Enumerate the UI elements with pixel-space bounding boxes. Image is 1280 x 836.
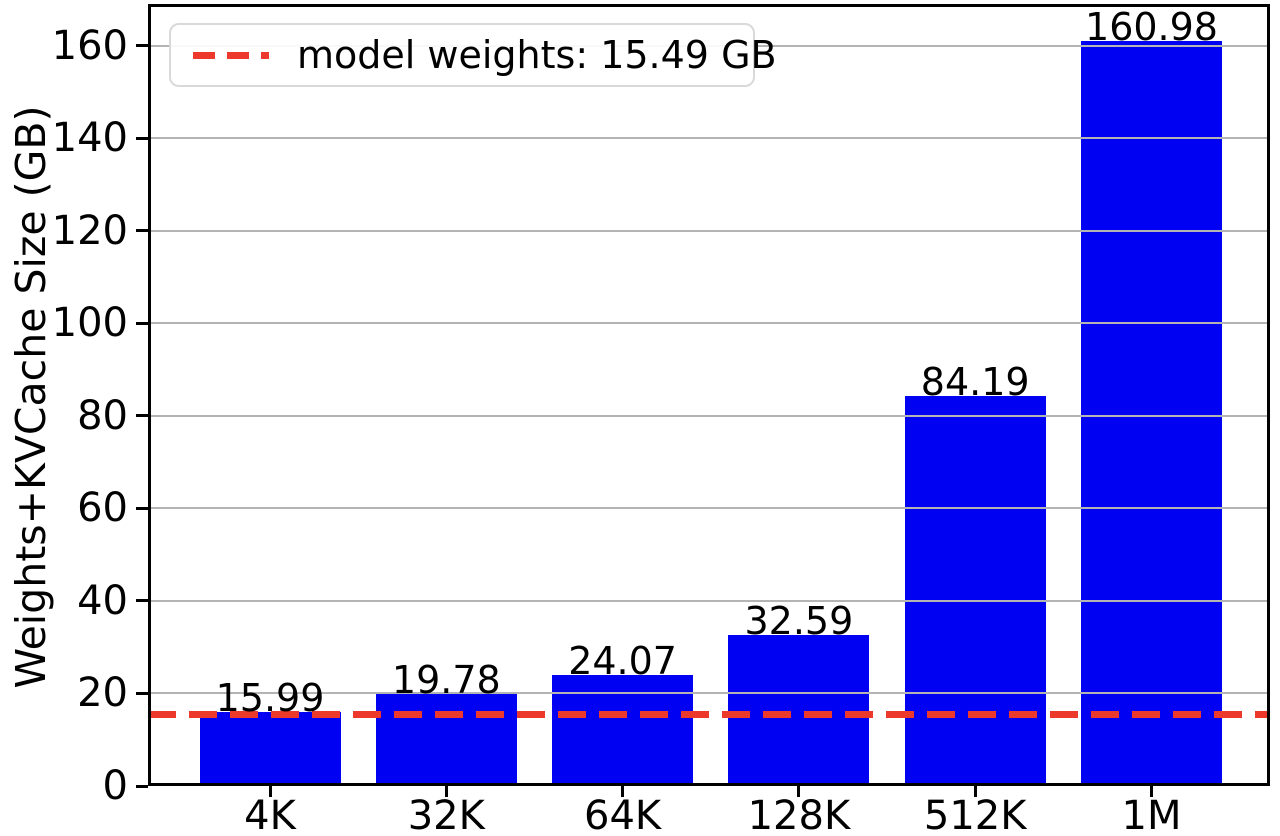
xtick-mark-4K	[268, 786, 272, 797]
ytick-mark-0	[136, 784, 148, 788]
gridline-20	[148, 692, 1270, 695]
xtick-mark-64K	[621, 786, 625, 797]
xtick-label-4K: 4K	[244, 793, 296, 836]
plot-area: 15.99 19.78 24.07 32.59 84.19 160.98 model we…	[148, 4, 1270, 786]
legend-dash-sample-icon	[193, 51, 269, 59]
xtick-label-128K: 128K	[747, 793, 851, 836]
gridline-100	[148, 322, 1270, 325]
ytick-label-40: 40	[77, 577, 128, 624]
xtick-mark-32K	[444, 786, 448, 797]
bar-value-128K: 32.59	[744, 599, 854, 644]
xtick-label-32K: 32K	[407, 793, 485, 836]
legend: model weights: 15.49 GB	[169, 23, 777, 87]
xtick-label-1M: 1M	[1121, 793, 1182, 836]
y-axis-label: Weights+KVCache Size (GB)	[7, 105, 55, 689]
xtick-label-64K: 64K	[584, 793, 662, 836]
ytick-label-160: 160	[51, 22, 128, 69]
xtick-mark-128K	[797, 786, 801, 797]
ytick-mark-80	[136, 414, 148, 418]
ytick-mark-160	[136, 44, 148, 48]
bar-4K	[199, 712, 341, 786]
ytick-mark-140	[136, 136, 148, 140]
bar-512K	[904, 396, 1046, 786]
value-labels-layer: 15.99 19.78 24.07 32.59 84.19 160.98	[148, 4, 1270, 786]
gridline-120	[148, 229, 1270, 232]
bar-128K	[728, 635, 870, 786]
gridline-140	[148, 137, 1270, 140]
ytick-label-20: 20	[77, 670, 128, 717]
bars-layer	[148, 4, 1270, 786]
gridline-40	[148, 599, 1270, 602]
ytick-label-120: 120	[51, 207, 128, 254]
ytick-label-60: 60	[77, 485, 128, 532]
ytick-label-140: 140	[51, 115, 128, 162]
xtick-mark-512K	[973, 786, 977, 797]
ytick-mark-40	[136, 599, 148, 603]
bar-value-64K: 24.07	[568, 638, 677, 683]
bar-value-4K: 15.99	[215, 676, 325, 721]
ytick-mark-60	[136, 506, 148, 510]
xtick-label-512K: 512K	[923, 793, 1027, 836]
ytick-label-100: 100	[51, 300, 128, 347]
bar-1M	[1081, 41, 1222, 786]
legend-label: model weights: 15.49 GB	[297, 33, 777, 77]
ytick-label-80: 80	[77, 392, 128, 439]
ytick-mark-120	[136, 229, 148, 233]
ytick-mark-20	[136, 691, 148, 695]
ytick-mark-100	[136, 321, 148, 325]
gridline-60	[148, 507, 1270, 510]
gridline-80	[148, 414, 1270, 417]
bar-value-1M: 160.98	[1085, 5, 1218, 50]
xtick-mark-1M	[1150, 786, 1153, 797]
reference-line	[148, 710, 1270, 718]
bar-value-512K: 84.19	[920, 360, 1030, 405]
bar-32K	[375, 694, 517, 786]
bar-value-32K: 19.78	[391, 658, 501, 703]
ytick-label-0: 0	[102, 763, 128, 809]
